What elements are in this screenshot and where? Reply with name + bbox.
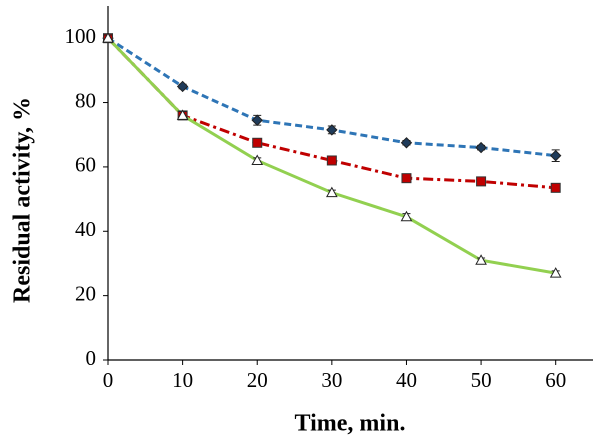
x-tick-label: 10 <box>172 368 193 392</box>
marker <box>549 267 562 278</box>
y-tick-label: 20 <box>75 281 96 305</box>
x-tick-label: 50 <box>471 368 492 392</box>
marker <box>400 210 413 222</box>
x-tick-label: 30 <box>321 368 342 392</box>
y-tick-label: 40 <box>75 217 96 241</box>
x-tick-label: 20 <box>247 368 268 392</box>
marker <box>476 176 487 187</box>
marker <box>176 80 189 93</box>
y-tick-label: 60 <box>75 153 96 177</box>
marker <box>475 141 487 154</box>
marker <box>400 137 413 149</box>
x-tick-label: 0 <box>103 368 114 392</box>
marker <box>251 114 263 126</box>
marker <box>251 154 264 165</box>
marker <box>252 137 263 148</box>
y-tick-label: 0 <box>86 346 97 370</box>
y-tick-label: 80 <box>75 88 96 112</box>
marker <box>550 182 561 193</box>
marker <box>176 109 189 120</box>
x-axis-title: Time, min. <box>295 411 406 437</box>
marker <box>475 254 487 265</box>
marker <box>325 186 338 198</box>
series-line <box>107 36 556 158</box>
marker <box>102 32 114 43</box>
y-axis-title: Residual activity, % <box>10 97 36 303</box>
x-tick-label: 60 <box>545 368 566 392</box>
x-tick-label: 40 <box>396 368 417 392</box>
marker <box>326 155 337 166</box>
marker <box>401 173 412 184</box>
marker <box>326 124 338 136</box>
y-tick-label: 100 <box>65 24 97 48</box>
marker <box>549 149 562 162</box>
